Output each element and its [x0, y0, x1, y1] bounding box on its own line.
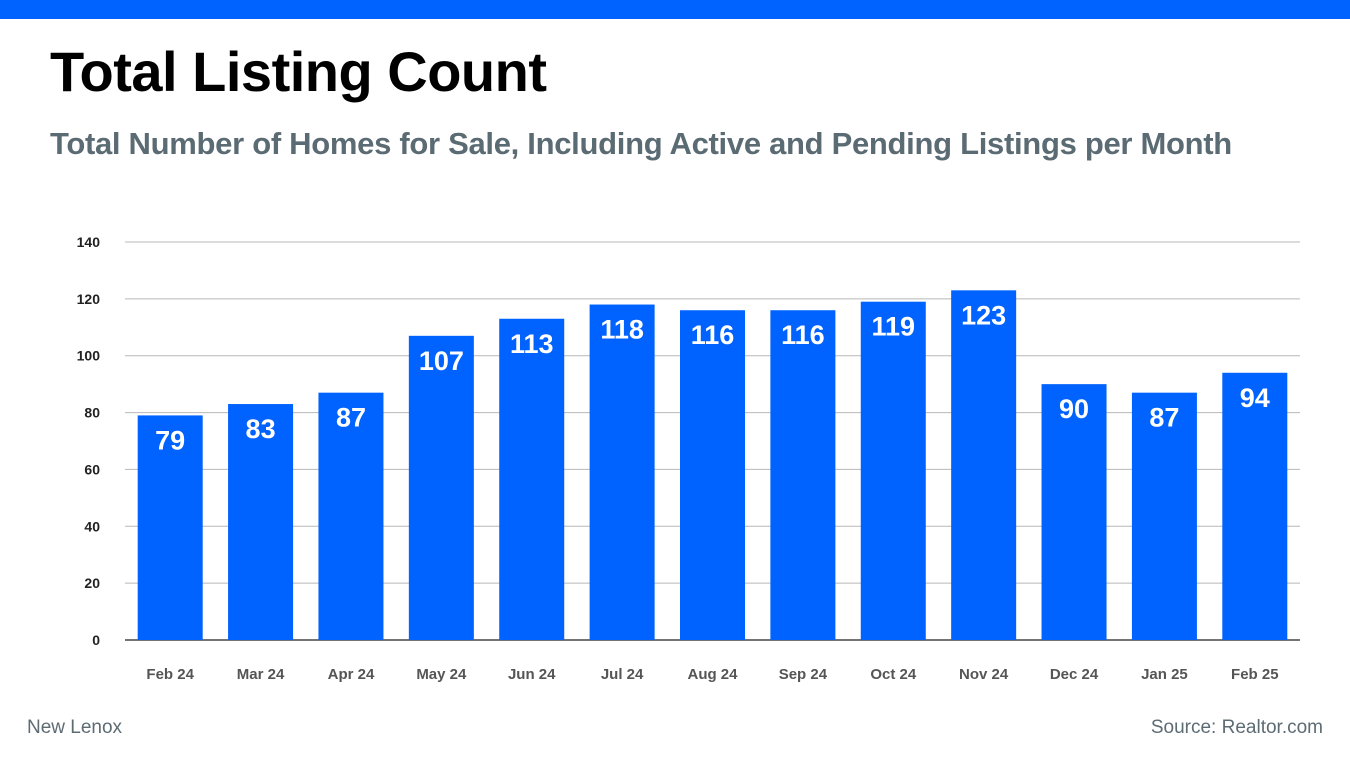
bar-chart: 0 20 40 60 80 100 120 140 79 83 87 107 113 118 116 116…: [77, 234, 1300, 683]
page-subtitle: Total Number of Homes for Sale, Includin…: [50, 126, 1232, 161]
page-title: Total Listing Count: [50, 40, 547, 103]
bar: [860, 301, 926, 640]
bar: [408, 335, 474, 640]
bar: [1222, 372, 1288, 640]
bar: [951, 290, 1017, 640]
x-tick-label: Dec 24: [1050, 666, 1099, 683]
bar: [770, 310, 836, 640]
bar-value-label: 118: [600, 315, 644, 345]
bar-value-label: 83: [246, 414, 276, 444]
y-tick-label: 0: [92, 632, 100, 648]
y-tick-label: 60: [84, 461, 100, 477]
y-tick-label: 120: [77, 291, 101, 307]
bar-value-label: 113: [510, 329, 554, 359]
y-tick-label: 140: [77, 234, 101, 250]
source-label: Source: Realtor.com: [1150, 717, 1323, 738]
bar-value-label: 87: [336, 403, 366, 433]
bar-value-label: 87: [1149, 403, 1179, 433]
top-accent-bar: [0, 0, 1350, 19]
x-tick-label: Mar 24: [237, 666, 285, 683]
x-tick-label: Nov 24: [959, 666, 1009, 683]
bar: [137, 415, 203, 640]
bar-value-label: 90: [1059, 394, 1089, 424]
bar: [499, 318, 565, 640]
bar-value-label: 123: [961, 300, 1006, 330]
bar-value-label: 116: [781, 320, 825, 350]
bar-value-labels: 79 83 87 107 113 118 116 116 119 123 90 87 94: [155, 300, 1270, 455]
y-tick-label: 80: [84, 405, 100, 421]
x-tick-label: Jan 25: [1141, 666, 1188, 683]
y-tick-label: 40: [84, 518, 100, 534]
bar: [228, 404, 294, 640]
y-tick-label: 20: [84, 575, 100, 591]
x-tick-label: Sep 24: [779, 666, 828, 683]
bar: [1131, 392, 1197, 640]
bar-value-label: 94: [1240, 383, 1270, 413]
bar: [589, 304, 655, 640]
x-tick-label: Jul 24: [601, 666, 644, 683]
x-tick-label: Aug 24: [687, 666, 738, 683]
x-tick-label: Oct 24: [870, 666, 917, 683]
location-label: New Lenox: [27, 717, 123, 738]
x-tick-label: Feb 25: [1231, 666, 1279, 683]
bars: [137, 290, 1288, 640]
x-tick-label: Feb 24: [146, 666, 194, 683]
bar-value-label: 79: [155, 425, 185, 455]
bar: [680, 310, 745, 640]
x-tick-label: Jun 24: [508, 666, 556, 683]
bar: [1041, 384, 1107, 640]
y-axis-ticks: 0 20 40 60 80 100 120 140: [77, 234, 101, 648]
bar: [318, 392, 384, 640]
bar-value-label: 119: [871, 312, 915, 342]
y-tick-label: 100: [77, 348, 101, 364]
x-tick-label: Apr 24: [328, 666, 375, 683]
bar-value-label: 107: [419, 346, 464, 376]
x-axis-ticks: Feb 24 Mar 24 Apr 24 May 24 Jun 24 Jul 24 Aug …: [146, 666, 1278, 683]
bar-value-label: 116: [691, 320, 735, 350]
x-tick-label: May 24: [416, 666, 467, 683]
